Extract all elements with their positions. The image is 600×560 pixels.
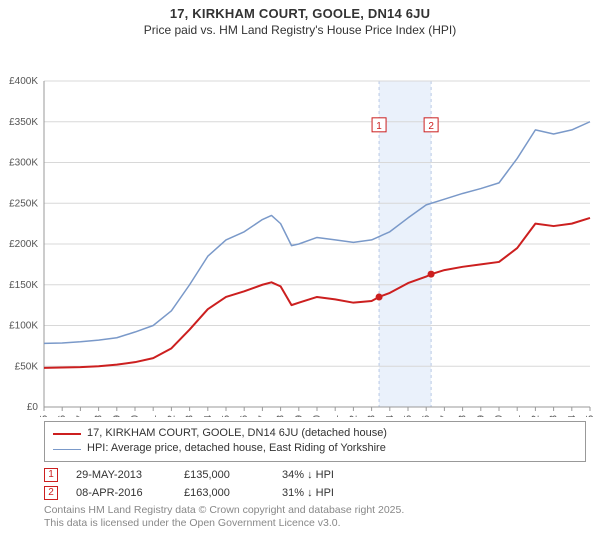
- svg-text:£350K: £350K: [9, 117, 38, 128]
- svg-text:£400K: £400K: [9, 76, 38, 87]
- svg-text:2015: 2015: [403, 415, 414, 417]
- attribution: Contains HM Land Registry data © Crown c…: [44, 504, 586, 531]
- sale-marker: 2: [44, 486, 58, 500]
- svg-text:2006: 2006: [239, 415, 250, 417]
- sale-marker: 1: [44, 468, 58, 482]
- svg-text:2016: 2016: [421, 415, 432, 417]
- svg-text:£250K: £250K: [9, 198, 38, 209]
- svg-text:2004: 2004: [203, 415, 214, 417]
- svg-text:£200K: £200K: [9, 239, 38, 250]
- svg-text:2: 2: [428, 121, 434, 132]
- svg-text:2007: 2007: [257, 415, 268, 417]
- svg-text:1996: 1996: [57, 415, 68, 417]
- chart-container: 17, KIRKHAM COURT, GOOLE, DN14 6JU Price…: [0, 0, 600, 560]
- svg-text:£50K: £50K: [15, 361, 39, 372]
- legend-row: HPI: Average price, detached house, East…: [53, 441, 577, 456]
- chart-title-block: 17, KIRKHAM COURT, GOOLE, DN14 6JU Price…: [0, 0, 600, 37]
- svg-text:2014: 2014: [385, 415, 396, 417]
- legend-label: HPI: Average price, detached house, East…: [87, 441, 386, 456]
- svg-text:1999: 1999: [112, 415, 123, 417]
- svg-text:2022: 2022: [530, 415, 541, 417]
- svg-text:2021: 2021: [512, 415, 523, 417]
- svg-text:2019: 2019: [476, 415, 487, 417]
- legend-swatch: [53, 449, 81, 450]
- svg-text:£100K: £100K: [9, 321, 38, 332]
- svg-text:£300K: £300K: [9, 158, 38, 169]
- svg-text:1998: 1998: [94, 415, 105, 417]
- legend-label: 17, KIRKHAM COURT, GOOLE, DN14 6JU (deta…: [87, 426, 387, 441]
- sale-date: 08-APR-2016: [76, 487, 166, 499]
- svg-text:1995: 1995: [39, 415, 50, 417]
- svg-text:2023: 2023: [549, 415, 560, 417]
- legend-swatch: [53, 433, 81, 435]
- svg-text:2018: 2018: [458, 415, 469, 417]
- chart-title-subtitle: Price paid vs. HM Land Registry's House …: [0, 23, 600, 37]
- svg-text:2008: 2008: [276, 415, 287, 417]
- svg-text:2020: 2020: [494, 415, 505, 417]
- sale-date: 29-MAY-2013: [76, 469, 166, 481]
- svg-text:2013: 2013: [367, 415, 378, 417]
- svg-text:2003: 2003: [185, 415, 196, 417]
- legend-box: 17, KIRKHAM COURT, GOOLE, DN14 6JU (deta…: [44, 421, 586, 462]
- attribution-line2: This data is licensed under the Open Gov…: [44, 517, 586, 531]
- svg-text:2012: 2012: [348, 415, 359, 417]
- sale-price: £163,000: [184, 487, 264, 499]
- svg-text:2010: 2010: [312, 415, 323, 417]
- svg-text:2001: 2001: [148, 415, 159, 417]
- legend-row: 17, KIRKHAM COURT, GOOLE, DN14 6JU (deta…: [53, 426, 577, 441]
- svg-text:2000: 2000: [130, 415, 141, 417]
- svg-text:2017: 2017: [439, 415, 450, 417]
- sale-row: 2 08-APR-2016 £163,000 31% ↓ HPI: [44, 486, 586, 500]
- sale-price: £135,000: [184, 469, 264, 481]
- chart-svg: £0 £50K £100K £150K £200K £250K £300K £350K £400…: [0, 37, 600, 417]
- svg-text:2002: 2002: [166, 415, 177, 417]
- sale-note: 31% ↓ HPI: [282, 487, 334, 499]
- chart-title-address: 17, KIRKHAM COURT, GOOLE, DN14 6JU: [0, 6, 600, 21]
- svg-text:£0: £0: [27, 402, 39, 413]
- sales-block: 1 29-MAY-2013 £135,000 34% ↓ HPI 2 08-APR-201…: [44, 468, 586, 500]
- attribution-line1: Contains HM Land Registry data © Crown c…: [44, 504, 586, 518]
- svg-text:£150K: £150K: [9, 280, 38, 291]
- svg-text:1997: 1997: [75, 415, 86, 417]
- svg-text:2025: 2025: [585, 415, 596, 417]
- svg-text:2011: 2011: [330, 415, 341, 417]
- svg-text:2005: 2005: [221, 415, 232, 417]
- sale-note: 34% ↓ HPI: [282, 469, 334, 481]
- svg-text:1: 1: [376, 121, 382, 132]
- svg-text:2009: 2009: [294, 415, 305, 417]
- svg-text:2024: 2024: [567, 415, 578, 417]
- sale-row: 1 29-MAY-2013 £135,000 34% ↓ HPI: [44, 468, 586, 482]
